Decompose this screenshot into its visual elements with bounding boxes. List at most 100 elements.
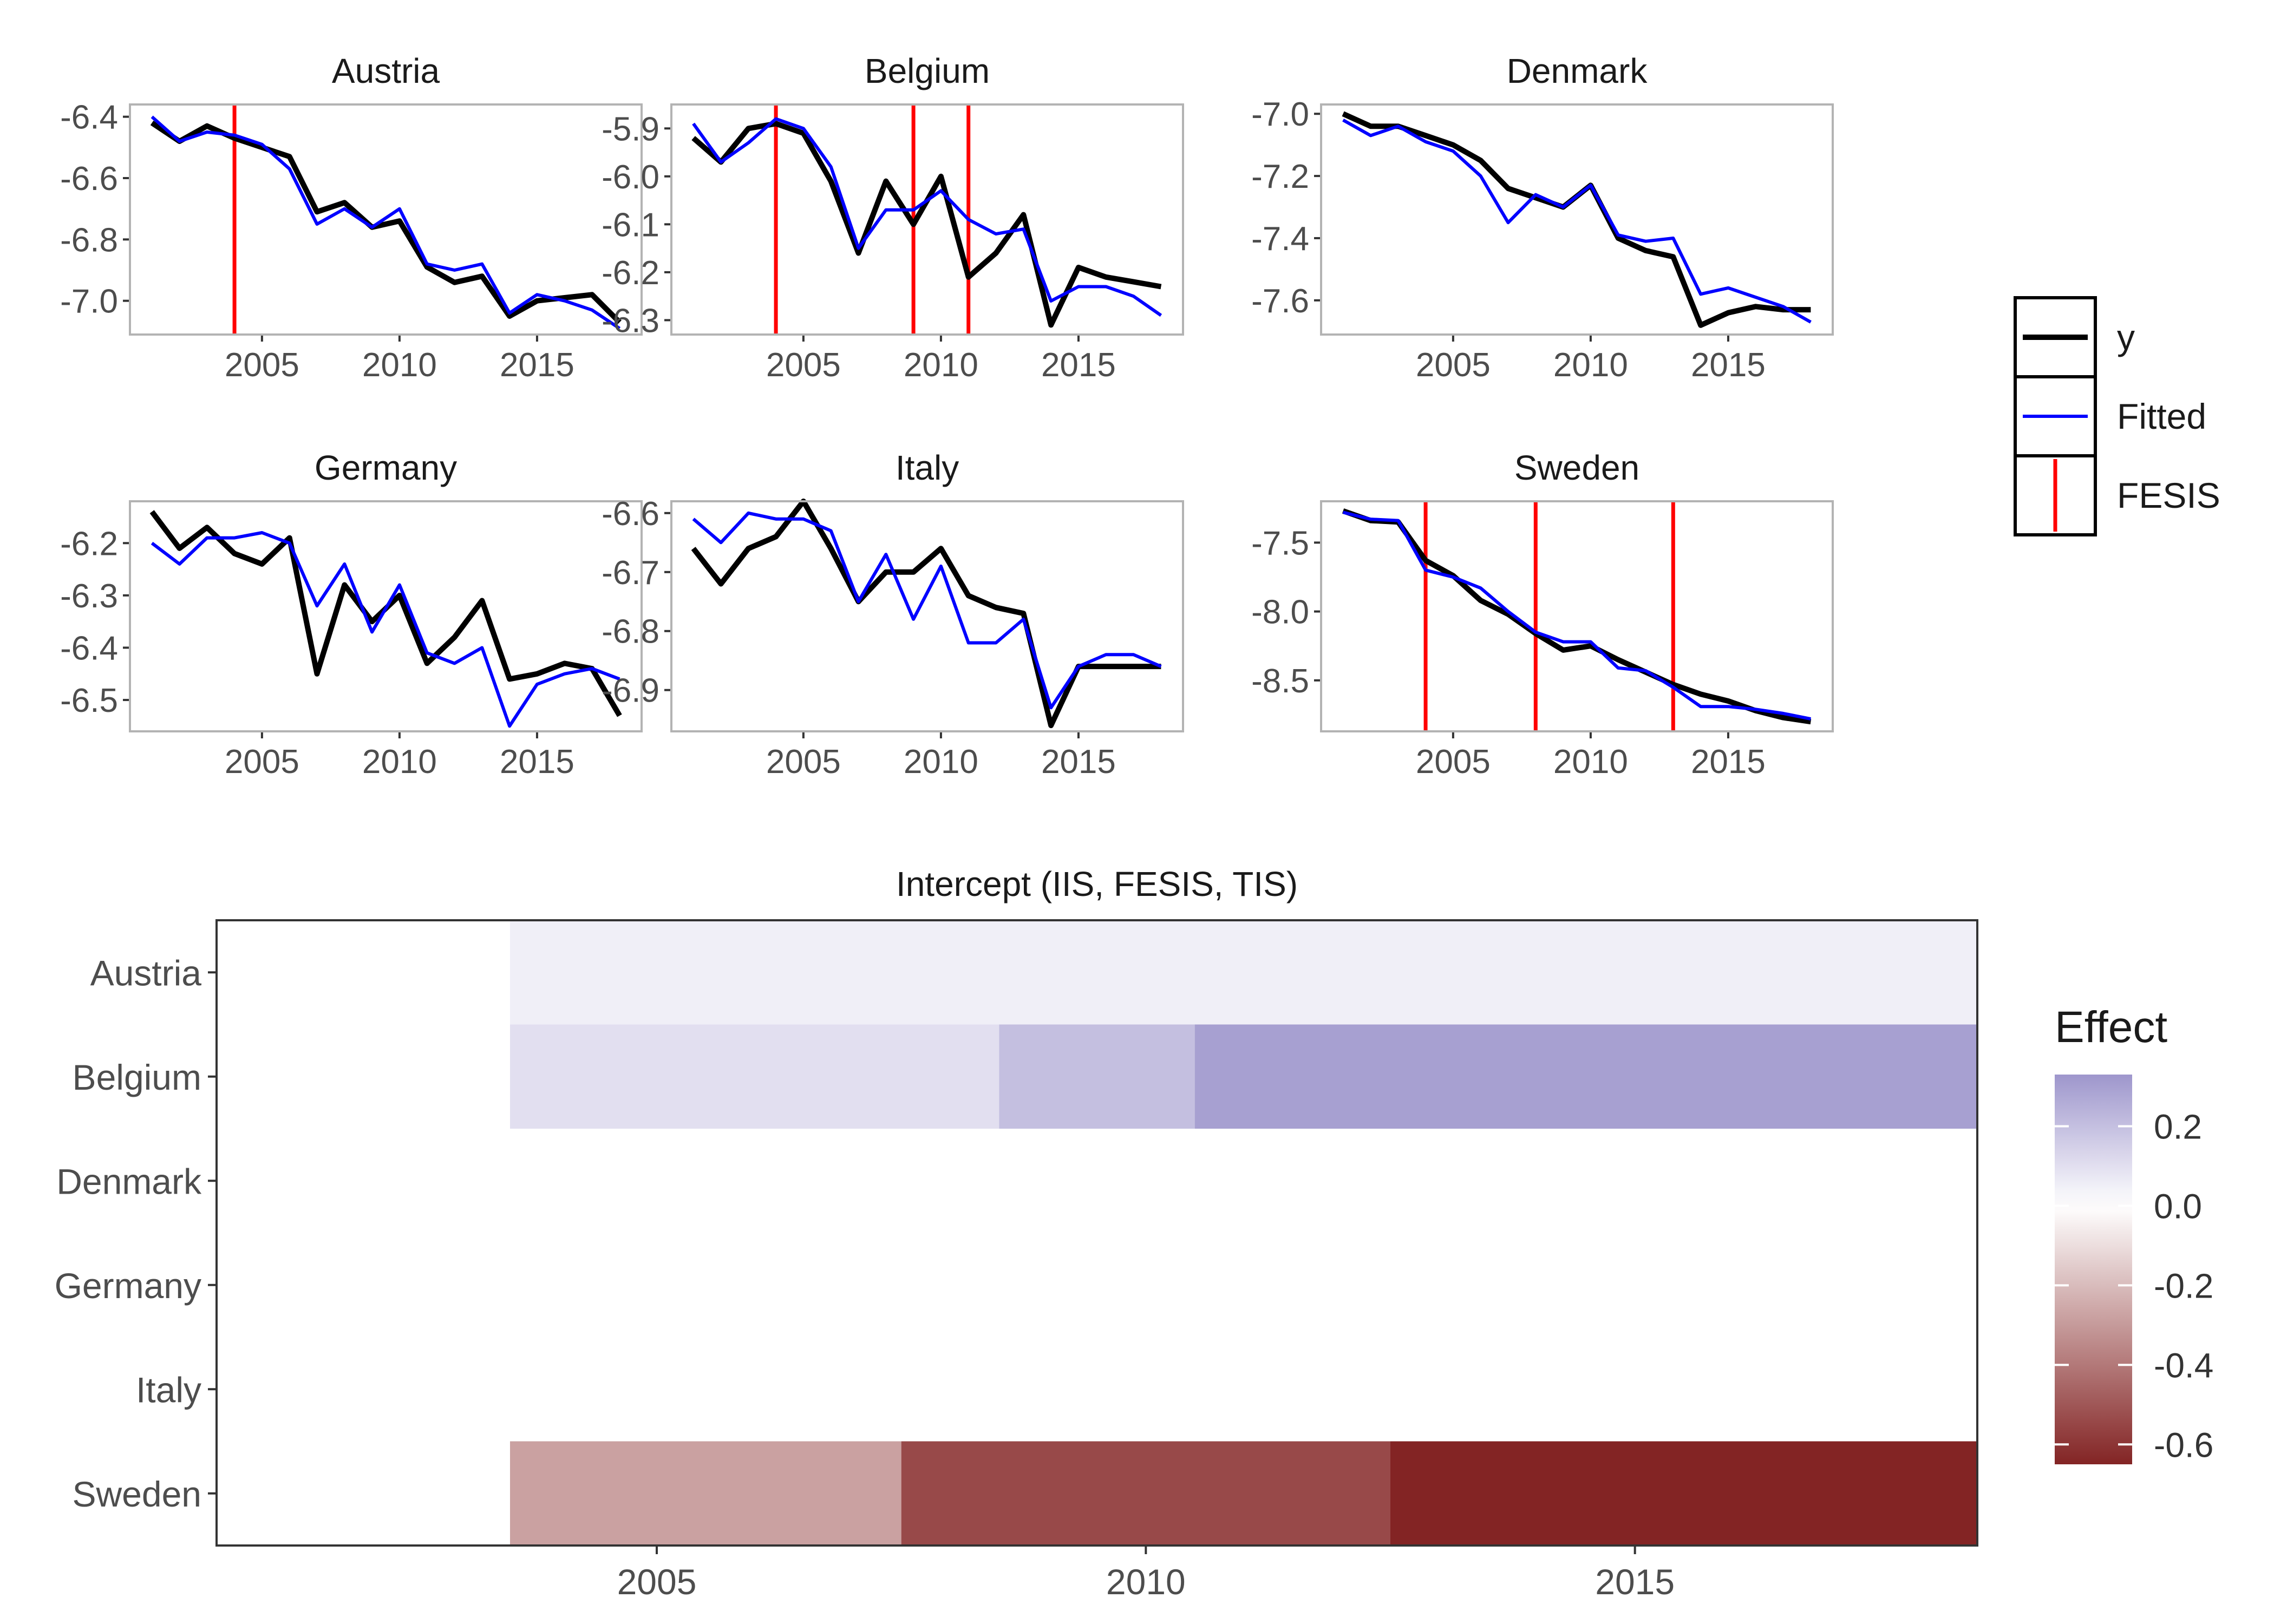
heatmap-cell-belgium (510, 1024, 999, 1129)
x-tick-label: 2005 (225, 346, 299, 384)
colorbar-bar (2055, 1075, 2132, 1464)
colorbar-title: Effect (2055, 1003, 2167, 1052)
panel-title: Denmark (1507, 51, 1648, 90)
y-tick-label: -6.2 (602, 254, 659, 292)
legend-entry-fesis: FESIS (2014, 454, 2220, 536)
heatmap-cell-belgium (999, 1024, 1195, 1129)
x-tick-label: 2010 (904, 743, 978, 781)
y-tick-label: -7.2 (1251, 158, 1309, 195)
y-tick-label: -7.0 (1251, 96, 1309, 133)
x-tick-label: 2005 (766, 346, 841, 384)
panel-denmark: Denmark -7.0 -7.2 -7.4 -7.6 2005 2010 2015 (1251, 51, 1834, 384)
legend-label: Fitted (2117, 396, 2206, 436)
panel-title: Austria (332, 51, 440, 90)
panel-austria: Austria -6.4 -6.6 -6.8 -7.0 2005 2010 2015 (60, 51, 643, 384)
heatmap-cell-sweden (1390, 1441, 1977, 1546)
y-tick-label: -6.7 (602, 554, 659, 592)
y-tick-label: -6.6 (602, 495, 659, 533)
x-tick-label: 2005 (617, 1562, 697, 1602)
colorbar-tick-label: -0.6 (2154, 1425, 2213, 1464)
y-tick-label: -5.9 (602, 110, 659, 148)
series-line-fitted (151, 115, 621, 330)
colorbar-tick-label: -0.4 (2154, 1346, 2213, 1385)
legend-label: y (2117, 317, 2135, 357)
legend-entry-y: y (2014, 296, 2135, 378)
x-tick-label: 2010 (1553, 346, 1628, 384)
heatmap-cell-austria (510, 920, 1977, 1025)
x-tick-label: 2010 (362, 346, 437, 384)
y-tick-label: -7.5 (1251, 525, 1309, 562)
x-tick-label: 2015 (500, 346, 574, 384)
heatmap-cell-sweden (901, 1441, 1390, 1546)
series-line-fitted (692, 511, 1162, 710)
intercept-heatmap: Intercept (IIS, FESIS, TIS) Austria Belgiu… (55, 865, 1978, 1602)
y-tick-label: -6.6 (60, 160, 118, 198)
series-line-fitted (692, 117, 1162, 317)
series-line-fitted (151, 531, 620, 728)
x-tick-label: 2005 (766, 743, 841, 781)
x-tick-label: 2015 (500, 743, 574, 781)
panel-sweden: Sweden -7.5 -8.0 -8.5 2005 2010 2015 (1251, 448, 1834, 781)
panel-title: Sweden (1514, 448, 1639, 487)
row-label-austria: Austria (90, 953, 202, 993)
y-tick-label: -8.5 (1251, 663, 1309, 700)
panel-title: Germany (315, 448, 457, 487)
y-tick-label: -6.3 (60, 578, 118, 615)
heatmap-border (215, 919, 1978, 1547)
y-tick-label: -6.0 (602, 159, 659, 196)
line-legend: y Fitted FESIS (2014, 296, 2220, 536)
panel-border (1320, 103, 1834, 336)
y-tick-label: -8.0 (1251, 594, 1309, 631)
heatmap-cell-sweden (510, 1441, 901, 1546)
x-tick-label: 2010 (1553, 743, 1628, 781)
panel-border (670, 500, 1184, 732)
x-tick-label: 2005 (1416, 346, 1491, 384)
panel-border (1320, 500, 1834, 732)
x-tick-label: 2010 (362, 743, 437, 781)
series-line-fitted (1342, 510, 1811, 721)
panel-border (670, 103, 1184, 336)
panel-italy: Italy -6.6 -6.7 -6.8 -6.9 2005 2010 2015 (602, 448, 1184, 781)
y-tick-label: -7.0 (60, 283, 118, 320)
legend-label: FESIS (2117, 475, 2220, 515)
series-line-y (691, 499, 1161, 729)
colorbar-tick-label: -0.2 (2154, 1266, 2213, 1305)
y-tick-label: -7.6 (1251, 283, 1309, 320)
x-tick-label: 2015 (1041, 743, 1116, 781)
panel-title: Italy (896, 448, 959, 487)
x-tick-label: 2015 (1691, 743, 1766, 781)
x-tick-label: 2010 (1106, 1562, 1186, 1602)
x-tick-label: 2015 (1041, 346, 1116, 384)
row-label-germany: Germany (55, 1266, 201, 1306)
series-line-y (1342, 508, 1812, 725)
panel-germany: Germany -6.2 -6.3 -6.4 -6.5 2005 2010 2015 (60, 448, 643, 781)
row-label-italy: Italy (136, 1370, 201, 1410)
y-tick-label: -6.9 (602, 672, 659, 710)
colorbar-tick-label: 0.0 (2154, 1187, 2202, 1226)
series-line-fitted (1342, 119, 1812, 324)
x-tick-label: 2005 (1416, 743, 1491, 781)
x-tick-label: 2010 (904, 346, 978, 384)
y-tick-label: -7.4 (1251, 220, 1309, 258)
y-tick-label: -6.4 (60, 630, 118, 667)
heatmap-title: Intercept (IIS, FESIS, TIS) (896, 865, 1298, 903)
x-tick-label: 2015 (1691, 346, 1766, 384)
panel-border (129, 103, 643, 336)
y-tick-label: -6.4 (60, 99, 118, 136)
effect-colorbar: Effect 0.2 0.0 -0.2 -0.4 -0.6 (2055, 1003, 2213, 1464)
panel-border (129, 500, 643, 732)
heatmap-cell-belgium (1194, 1024, 1977, 1129)
y-tick-label: -6.8 (602, 613, 659, 651)
row-label-denmark: Denmark (56, 1161, 202, 1201)
x-tick-label: 2015 (1595, 1562, 1675, 1602)
y-tick-label: -6.2 (60, 525, 118, 562)
y-tick-label: -6.3 (602, 302, 659, 339)
y-tick-label: -6.5 (60, 682, 118, 719)
panel-belgium: Belgium -5.9 -6.0 -6.1 -6.2 -6.3 2005 2010 2015 (602, 51, 1184, 384)
x-tick-label: 2005 (225, 743, 299, 781)
row-label-belgium: Belgium (73, 1057, 201, 1097)
row-label-sweden: Sweden (72, 1474, 201, 1514)
colorbar-tick-label: 0.2 (2154, 1108, 2202, 1147)
